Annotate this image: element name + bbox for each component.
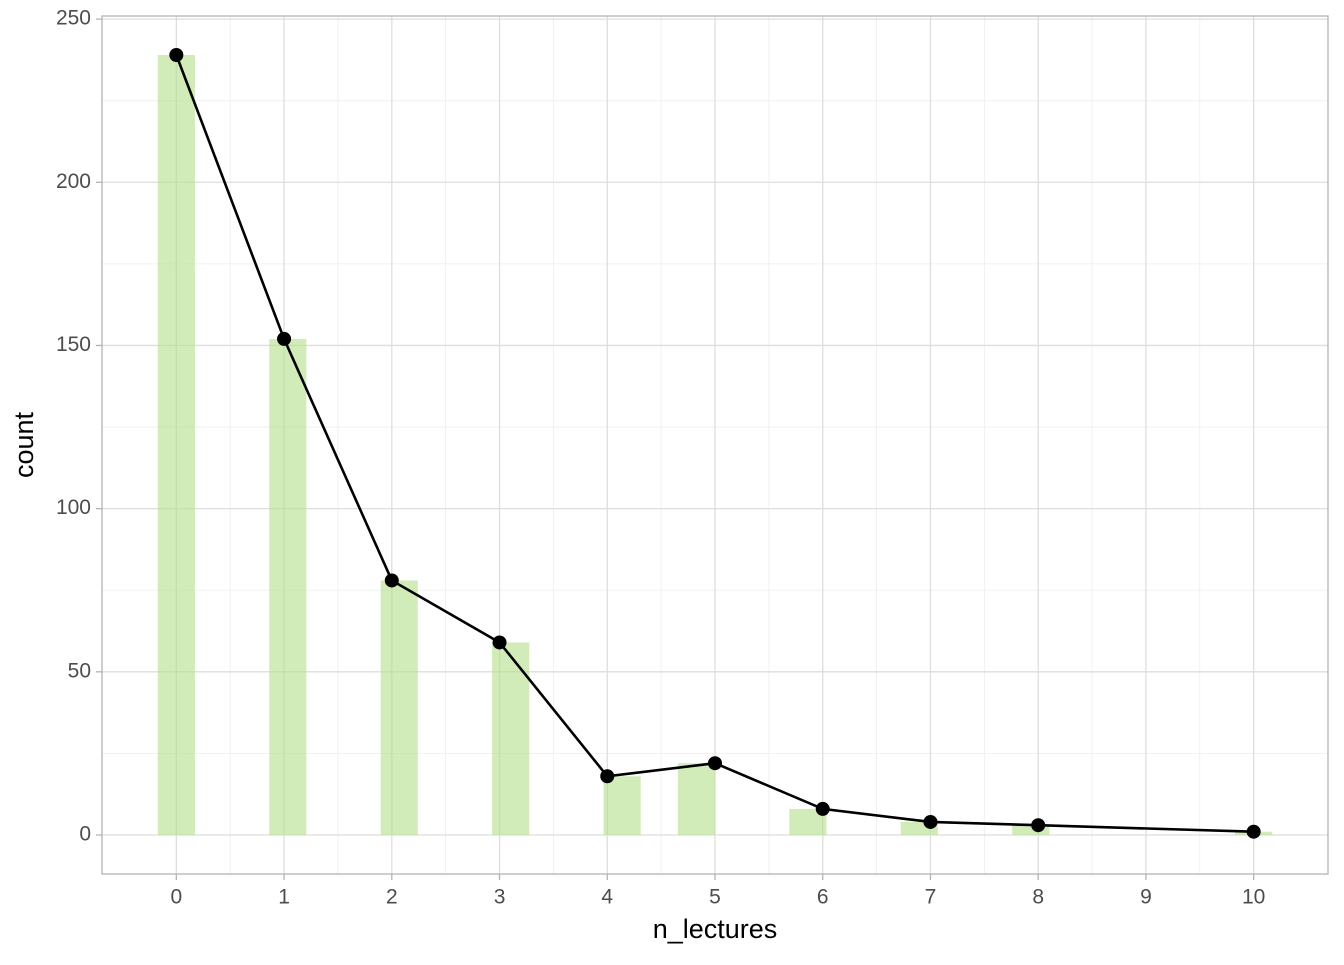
y-tick-label: 100 <box>56 496 91 519</box>
point <box>923 814 938 829</box>
x-axis-title: n_lectures <box>653 914 778 944</box>
bars <box>157 55 1273 835</box>
x-tick-label: 6 <box>817 886 829 909</box>
x-tick-label: 8 <box>1032 886 1044 909</box>
x-tick-label: 0 <box>170 886 182 909</box>
bar <box>492 642 530 835</box>
point <box>492 635 507 650</box>
x-tick-label: 9 <box>1140 886 1152 909</box>
x-tick-label: 4 <box>601 886 613 909</box>
y-tick-label: 250 <box>56 7 91 30</box>
bar <box>157 55 195 835</box>
line-layer <box>169 48 1261 839</box>
bar <box>269 338 307 835</box>
y-tick-label: 200 <box>56 170 91 193</box>
line <box>175 54 1254 834</box>
point <box>384 573 399 588</box>
point <box>708 756 722 771</box>
point <box>277 331 292 346</box>
point <box>1246 824 1261 839</box>
bar <box>677 763 715 835</box>
x-tick-label: 1 <box>278 886 290 909</box>
x-tick-label: 7 <box>925 886 937 909</box>
bar <box>603 776 641 835</box>
bar <box>1012 825 1050 835</box>
y-axis-title: count <box>9 411 39 478</box>
x-tick-label: 10 <box>1242 886 1265 909</box>
x-tick-label: 3 <box>494 886 506 909</box>
point <box>815 801 830 816</box>
x-tick-label: 2 <box>386 886 398 909</box>
y-tick-label: 50 <box>68 659 91 682</box>
x-tick-label: 5 <box>709 886 721 909</box>
y-tick-label: 0 <box>79 823 91 846</box>
point <box>169 48 184 62</box>
y-tick-label: 150 <box>56 333 91 356</box>
point <box>1031 818 1046 833</box>
point <box>600 769 615 784</box>
bar <box>380 580 418 835</box>
